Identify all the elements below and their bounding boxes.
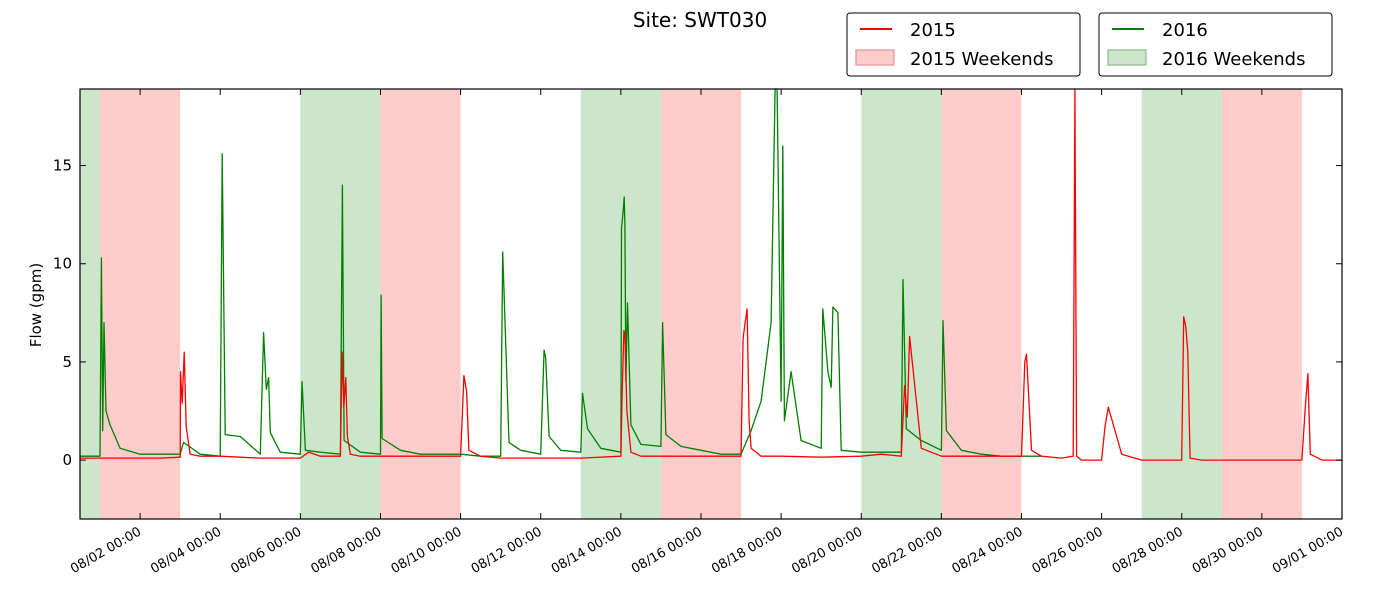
x-tick-label: 08/24 00:00 bbox=[950, 524, 1026, 577]
y-tick-label: 15 bbox=[53, 157, 72, 175]
weekend-band-2015-0 bbox=[100, 89, 181, 519]
x-tick-label: 08/30 00:00 bbox=[1190, 524, 1266, 577]
x-tick-label: 08/04 00:00 bbox=[148, 524, 224, 577]
x-tick-label: 08/28 00:00 bbox=[1110, 524, 1186, 577]
legend-label-series-2016: 2016 bbox=[1162, 20, 1208, 41]
weekend-shading bbox=[80, 89, 1302, 519]
x-tick-label: 08/14 00:00 bbox=[549, 524, 625, 577]
chart-title: Site: SWT030 bbox=[633, 8, 767, 32]
weekend-band-2016-0 bbox=[80, 89, 101, 519]
legend-label-weekend-2015: 2015 Weekends bbox=[910, 49, 1054, 70]
weekend-band-2015-3 bbox=[941, 89, 1022, 519]
y-tick-label: 10 bbox=[53, 255, 72, 273]
legend-label-series-2015: 2015 bbox=[910, 20, 956, 41]
x-tick-label: 08/10 00:00 bbox=[389, 524, 465, 577]
y-tick-label: 5 bbox=[62, 353, 72, 371]
weekend-band-2015-1 bbox=[380, 89, 461, 519]
x-tick-label: 08/18 00:00 bbox=[709, 524, 785, 577]
plot-frame bbox=[79, 88, 1343, 520]
x-tick-label: 08/02 00:00 bbox=[68, 524, 144, 577]
legend-box-2015 bbox=[846, 12, 1081, 77]
legend-swatch-weekend-2015 bbox=[855, 49, 895, 66]
legend: 2015 2015 Weekends 2016 2016 Weekends bbox=[846, 12, 1333, 77]
y-tick-label: 0 bbox=[62, 451, 72, 469]
x-tick-label: 08/08 00:00 bbox=[309, 524, 385, 577]
series-lines bbox=[80, 88, 1342, 461]
legend-box-2016 bbox=[1098, 12, 1333, 77]
weekend-band-2015-4 bbox=[1221, 89, 1302, 519]
legend-swatch-weekend-2016 bbox=[1107, 49, 1147, 66]
x-tick-label: 08/16 00:00 bbox=[629, 524, 705, 577]
series-line-2015 bbox=[80, 88, 1342, 461]
y-axis-label: Flow (gpm) bbox=[27, 263, 45, 347]
legend-label-weekend-2016: 2016 Weekends bbox=[1162, 49, 1306, 70]
weekend-band-2015-2 bbox=[660, 89, 742, 519]
x-tick-label: 08/26 00:00 bbox=[1030, 524, 1106, 577]
x-tick-label: 08/06 00:00 bbox=[228, 524, 304, 577]
x-tick-label: 08/22 00:00 bbox=[869, 524, 945, 577]
series-line-2016 bbox=[80, 88, 1042, 457]
x-tick-label: 08/12 00:00 bbox=[469, 524, 545, 577]
x-tick-label: 09/01 00:00 bbox=[1270, 524, 1346, 577]
x-tick-label: 08/20 00:00 bbox=[789, 524, 865, 577]
